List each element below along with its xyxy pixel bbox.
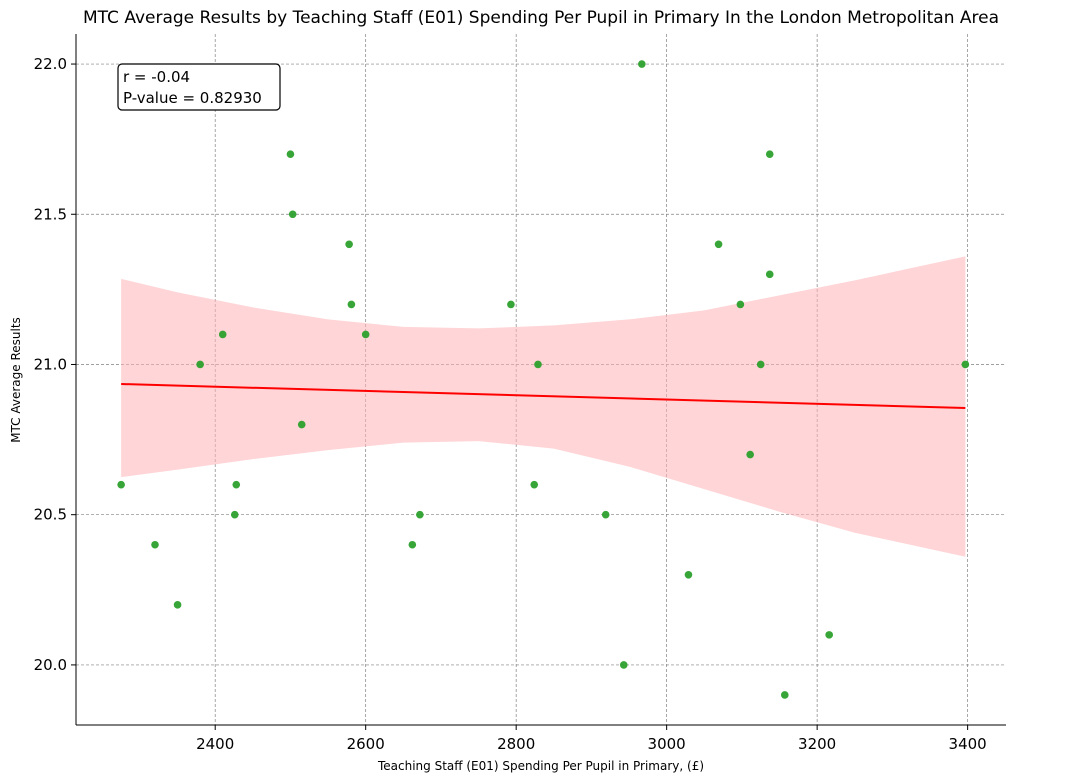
data-point: [230, 510, 239, 519]
data-point: [638, 60, 646, 68]
x-tick-label: 2400: [196, 735, 234, 753]
y-tick-label: 22.0: [34, 55, 67, 73]
data-point: [961, 360, 970, 369]
data-point: [286, 150, 295, 158]
x-tick-label: 3200: [798, 735, 836, 753]
correlation-text: r = -0.04: [123, 68, 190, 86]
data-point: [297, 420, 306, 429]
data-point: [619, 661, 628, 669]
stats-annotation-box: [117, 63, 281, 111]
x-tick-label: 3400: [949, 735, 987, 753]
p-value-text: P-value = 0.82930: [123, 89, 262, 107]
data-points: [117, 60, 970, 699]
y-tick-label: 20.5: [34, 506, 67, 524]
data-point: [196, 360, 204, 369]
data-point: [361, 330, 370, 339]
data-point: [684, 570, 693, 579]
y-tick-label: 20.0: [34, 656, 67, 674]
x-axis-label: Teaching Staff (E01) Spending Per Pupil …: [377, 759, 704, 773]
plot-area: 2400 2600 2800 3000 3200 3400 20.0 20.5 21.0 21.…: [34, 34, 1006, 753]
data-point: [601, 510, 610, 519]
data-point: [825, 631, 833, 639]
data-point: [408, 540, 417, 549]
data-point: [173, 601, 182, 609]
x-tick-label: 2600: [347, 735, 385, 753]
x-axis-ticks: 2400 2600 2800 3000 3200 3400: [196, 725, 987, 753]
confidence-band: [121, 256, 966, 557]
data-point: [151, 540, 159, 549]
data-point: [746, 450, 754, 459]
y-tick-label: 21.5: [34, 205, 67, 223]
data-point: [765, 270, 774, 279]
data-point: [756, 360, 765, 369]
data-point: [347, 300, 356, 309]
data-point: [714, 240, 723, 249]
data-point: [534, 360, 542, 369]
data-point: [218, 330, 227, 339]
data-point: [232, 480, 241, 489]
stats-annotation: r = -0.04 P-value = 0.82930: [117, 63, 281, 111]
y-axis-label: MTC Average Results: [9, 317, 23, 443]
y-axis-ticks: 20.0 20.5 21.0 21.5 22.0: [34, 55, 76, 674]
y-tick-label: 21.0: [34, 355, 67, 373]
regression-line: [121, 383, 966, 410]
x-tick-label: 3000: [648, 735, 686, 753]
data-point: [530, 480, 539, 489]
data-point: [765, 150, 774, 158]
data-point: [288, 210, 297, 219]
data-point: [507, 300, 515, 309]
data-point: [780, 691, 789, 699]
x-tick-label: 2800: [497, 735, 535, 753]
data-point: [345, 240, 353, 249]
data-point: [736, 300, 745, 309]
data-point: [117, 480, 125, 489]
data-point: [416, 510, 424, 519]
chart-title: MTC Average Results by Teaching Staff (E…: [83, 8, 999, 28]
